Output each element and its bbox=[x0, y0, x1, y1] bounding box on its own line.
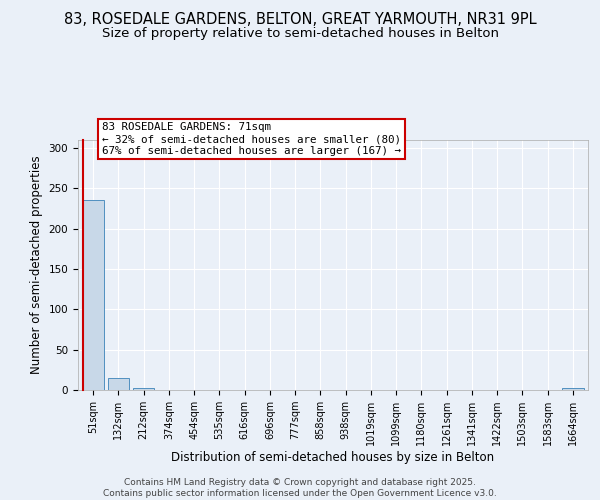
Text: 83 ROSEDALE GARDENS: 71sqm
← 32% of semi-detached houses are smaller (80)
67% of: 83 ROSEDALE GARDENS: 71sqm ← 32% of semi… bbox=[102, 122, 401, 156]
Text: Contains HM Land Registry data © Crown copyright and database right 2025.
Contai: Contains HM Land Registry data © Crown c… bbox=[103, 478, 497, 498]
X-axis label: Distribution of semi-detached houses by size in Belton: Distribution of semi-detached houses by … bbox=[172, 451, 494, 464]
Text: Size of property relative to semi-detached houses in Belton: Size of property relative to semi-detach… bbox=[101, 28, 499, 40]
Bar bbox=[107, 378, 129, 390]
Text: 83, ROSEDALE GARDENS, BELTON, GREAT YARMOUTH, NR31 9PL: 83, ROSEDALE GARDENS, BELTON, GREAT YARM… bbox=[64, 12, 536, 28]
Y-axis label: Number of semi-detached properties: Number of semi-detached properties bbox=[30, 156, 43, 374]
Bar bbox=[133, 388, 154, 390]
Bar bbox=[82, 200, 104, 390]
Bar bbox=[562, 388, 584, 390]
